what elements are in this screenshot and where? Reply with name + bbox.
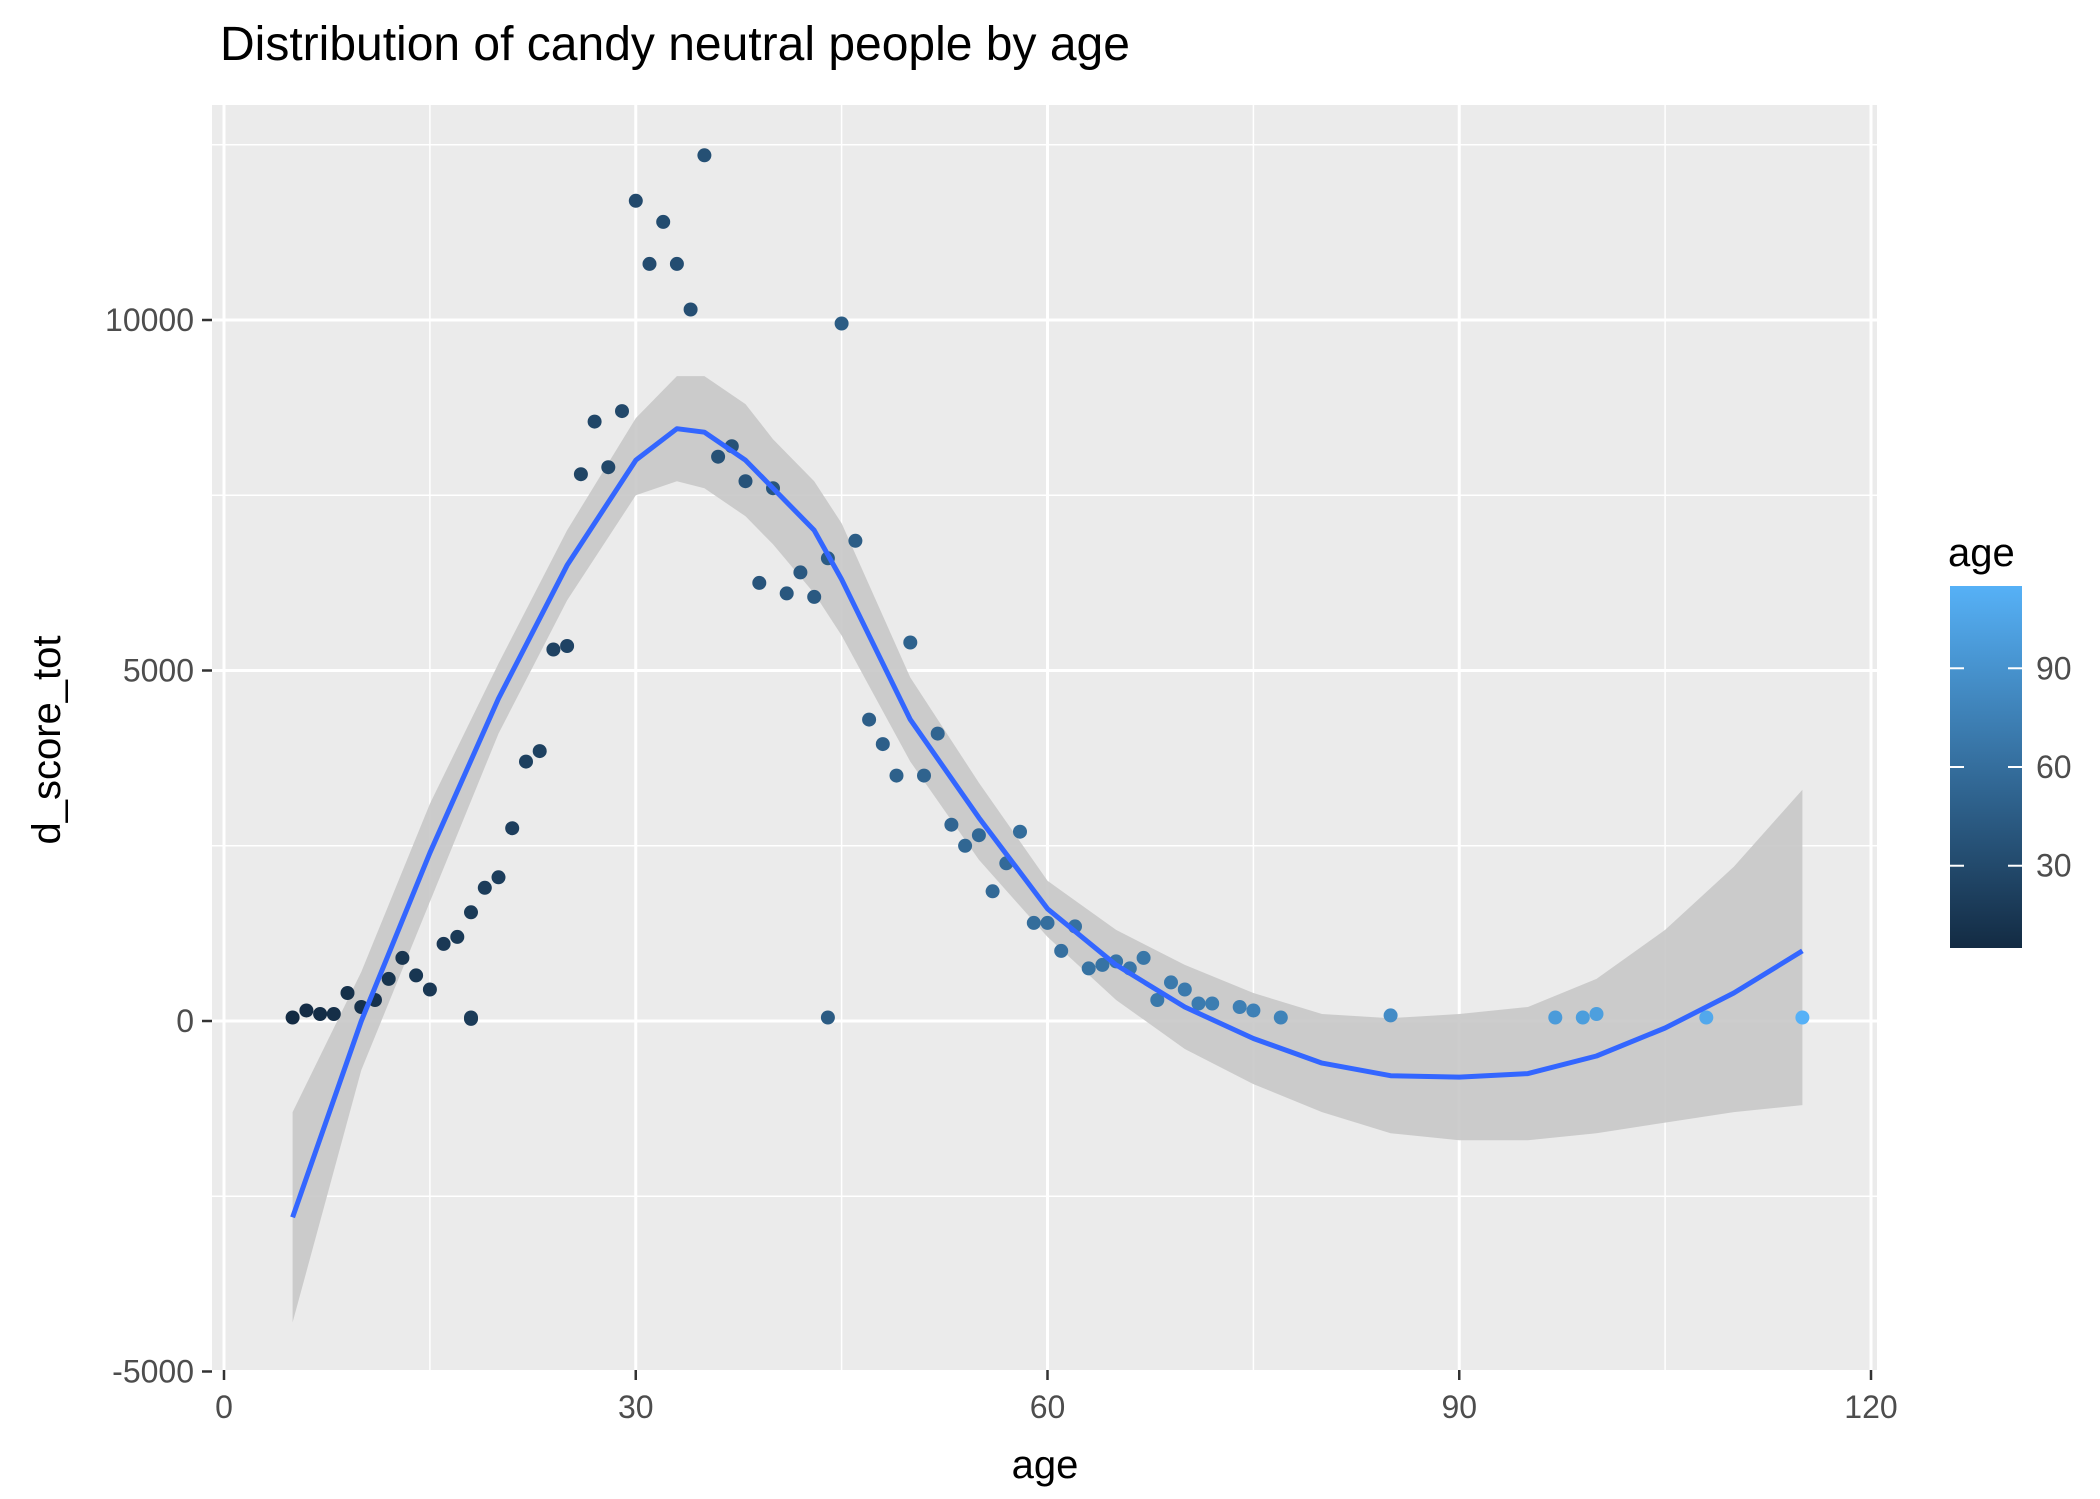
y-axis: -5000 0 5000 10000 <box>105 302 212 1390</box>
data-point <box>834 316 849 331</box>
y-tick-label: 5000 <box>123 653 194 689</box>
data-point <box>793 565 808 580</box>
data-point <box>656 214 671 229</box>
data-point <box>1177 982 1192 997</box>
data-point <box>1164 975 1178 990</box>
y-tick-label: 10000 <box>105 302 194 338</box>
data-point <box>1575 1010 1590 1025</box>
x-tick-label: 120 <box>1844 1389 1897 1425</box>
data-point <box>971 828 986 843</box>
data-point <box>1136 950 1151 965</box>
legend-break-label: 90 <box>2036 650 2072 686</box>
x-tick-label: 90 <box>1441 1389 1477 1425</box>
data-point <box>532 744 547 759</box>
y-tick-label: 0 <box>176 1003 194 1039</box>
data-point <box>299 1003 314 1018</box>
data-point <box>450 929 465 944</box>
data-point <box>395 950 410 965</box>
x-tick-label: 60 <box>1030 1389 1066 1425</box>
data-point <box>1383 1008 1398 1023</box>
data-point <box>601 460 616 475</box>
data-point <box>669 256 684 271</box>
data-point <box>862 712 877 727</box>
legend-break-label: 60 <box>2036 749 2072 785</box>
data-point <box>1040 915 1055 930</box>
data-point <box>313 1007 328 1021</box>
confidence-ribbon-layer <box>292 376 1803 1323</box>
x-axis: 0 30 60 90 120 <box>215 1370 1898 1425</box>
data-point <box>422 982 437 997</box>
data-point <box>697 148 712 163</box>
y-tick-label: -5000 <box>112 1354 194 1390</box>
data-point <box>711 449 726 464</box>
chart-title: Distribution of candy neutral people by … <box>220 18 1130 71</box>
data-point <box>903 635 918 650</box>
data-point <box>820 1010 835 1025</box>
data-point <box>1246 1003 1261 1018</box>
data-point <box>1205 996 1220 1011</box>
data-point <box>958 838 973 853</box>
data-point <box>587 414 602 429</box>
data-point <box>1232 1000 1247 1014</box>
data-point <box>285 1010 300 1025</box>
data-point <box>1273 1010 1288 1025</box>
data-point <box>436 936 451 951</box>
data-point <box>505 821 520 836</box>
data-point <box>875 737 890 752</box>
x-axis-title: age <box>1012 1443 1079 1487</box>
data-point <box>491 870 506 885</box>
y-axis-title: d_score_tot <box>25 635 69 844</box>
confidence-ribbon <box>292 376 1803 1323</box>
grid-lines <box>212 105 1877 1373</box>
x-tick-label: 0 <box>215 1389 233 1425</box>
data-point <box>519 754 533 769</box>
data-point <box>464 1011 478 1026</box>
data-point <box>1191 996 1206 1011</box>
legend-title: age <box>1948 531 2015 575</box>
data-point <box>1054 943 1069 958</box>
data-point <box>409 968 424 983</box>
data-point <box>573 467 588 482</box>
data-point <box>560 639 575 653</box>
data-point <box>1795 1010 1810 1025</box>
legend-break-label: 30 <box>2036 848 2072 884</box>
data-point <box>615 404 629 419</box>
plot-panel <box>212 105 1877 1370</box>
data-point <box>779 586 794 601</box>
data-point <box>464 905 478 920</box>
data-point <box>340 986 355 1000</box>
data-point <box>642 256 657 271</box>
data-point <box>985 884 1000 899</box>
data-point <box>683 302 698 317</box>
smooth-line-layer <box>290 426 1804 1219</box>
data-point <box>848 533 863 548</box>
data-point <box>381 971 396 986</box>
data-point <box>752 575 767 590</box>
data-point <box>1026 915 1041 930</box>
data-point <box>1095 957 1110 972</box>
data-points <box>285 148 1810 1026</box>
data-point <box>628 193 643 208</box>
x-tick-label: 30 <box>618 1389 654 1425</box>
data-point <box>1081 961 1096 976</box>
smooth-line <box>290 426 1804 1219</box>
data-point <box>930 726 945 741</box>
data-point <box>1699 1010 1714 1025</box>
color-legend: age 30 60 90 <box>1948 531 2072 948</box>
data-point <box>1589 1007 1604 1021</box>
data-point <box>738 474 753 489</box>
data-point <box>1013 824 1027 839</box>
data-point <box>889 768 904 783</box>
data-point <box>1150 993 1165 1007</box>
data-point <box>546 642 561 657</box>
data-point <box>917 768 931 783</box>
data-point <box>1548 1010 1563 1025</box>
data-point <box>807 589 822 604</box>
legend-ticks: 30 60 90 <box>1950 650 2072 884</box>
data-point <box>944 817 959 832</box>
data-point <box>477 880 492 895</box>
data-point <box>326 1007 341 1021</box>
